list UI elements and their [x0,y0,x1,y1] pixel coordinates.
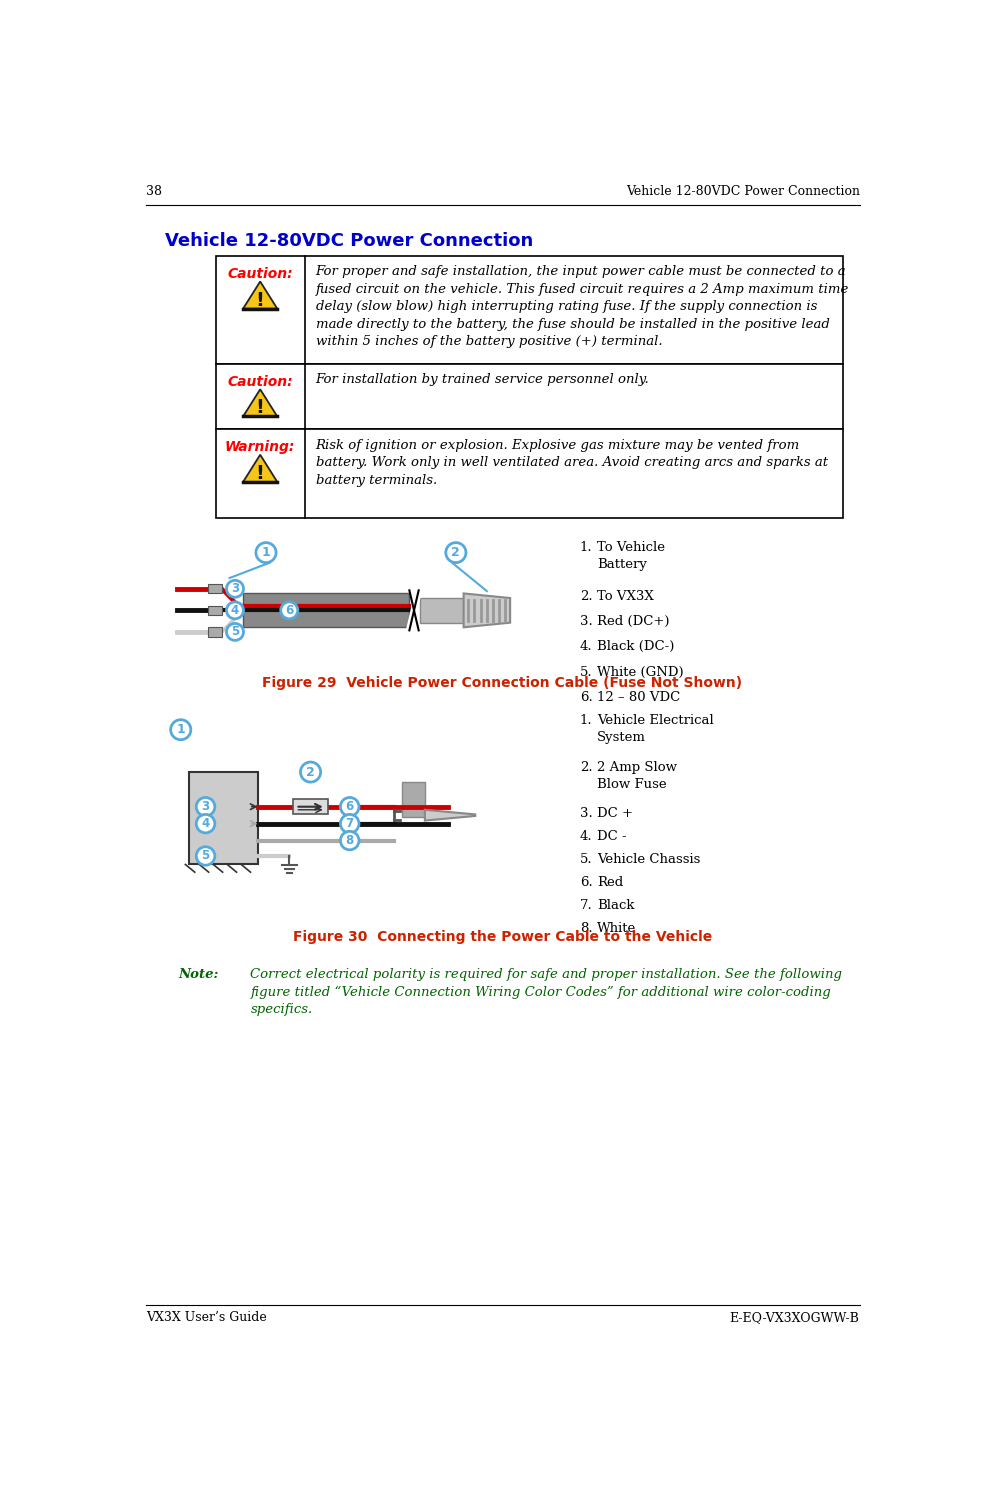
Circle shape [227,624,243,640]
Text: Correct electrical polarity is required for safe and proper installation. See th: Correct electrical polarity is required … [250,969,843,1015]
Text: White (GND): White (GND) [596,666,684,679]
Text: Vehicle 12-80VDC Power Connection: Vehicle 12-80VDC Power Connection [165,231,534,249]
Circle shape [227,581,243,597]
Text: 4: 4 [231,603,239,617]
Text: 1.: 1. [580,714,593,727]
Text: 1: 1 [262,546,271,558]
Text: 1: 1 [177,723,185,736]
Text: 3.: 3. [580,806,593,820]
Text: 4.: 4. [580,830,593,844]
Text: 6: 6 [285,603,293,617]
Text: For proper and safe installation, the input power cable must be connected to a
f: For proper and safe installation, the in… [316,266,849,348]
Text: 5: 5 [201,850,210,863]
Text: Risk of ignition or explosion. Explosive gas mixture may be vented from
battery.: Risk of ignition or explosion. Explosive… [316,439,828,487]
Text: 5: 5 [231,626,239,639]
Polygon shape [243,455,278,482]
Text: Vehicle Chassis: Vehicle Chassis [596,853,700,866]
Polygon shape [464,593,510,627]
Text: 2.: 2. [580,590,593,603]
Text: 3.: 3. [580,615,593,629]
Bar [208,584,222,593]
Bar [401,782,425,818]
Circle shape [256,542,276,563]
Text: 3: 3 [201,800,210,814]
Text: !: ! [256,291,265,309]
Text: Red: Red [596,876,623,888]
Text: 38: 38 [146,185,162,197]
Text: Note:: Note: [179,969,219,981]
Text: 7.: 7. [580,899,593,912]
Text: 4: 4 [201,817,210,830]
Text: 2.: 2. [580,760,593,773]
Text: 6.: 6. [580,691,593,705]
Text: DC -: DC - [596,830,627,844]
Bar [188,772,258,864]
Text: Figure 29  Vehicle Power Connection Cable (Fuse Not Shown): Figure 29 Vehicle Power Connection Cable… [262,676,743,690]
Bar [216,364,844,430]
Text: DC +: DC + [596,806,633,820]
Text: 2 Amp Slow
Blow Fuse: 2 Amp Slow Blow Fuse [596,760,677,790]
Bar [216,257,844,364]
Text: VX3X User’s Guide: VX3X User’s Guide [146,1311,267,1324]
Text: White: White [596,923,636,935]
Text: 12 – 80 VDC: 12 – 80 VDC [596,691,680,705]
Text: For installation by trained service personnel only.: For installation by trained service pers… [316,373,649,387]
Text: Warning:: Warning: [225,440,295,454]
Text: Vehicle 12-80VDC Power Connection: Vehicle 12-80VDC Power Connection [626,185,859,197]
Bar [216,430,844,518]
Text: To Vehicle
Battery: To Vehicle Battery [596,540,665,570]
Text: 2: 2 [306,766,315,778]
Circle shape [300,761,321,782]
Bar [242,593,409,627]
Text: 4.: 4. [580,640,593,654]
Circle shape [227,602,243,618]
Circle shape [196,814,215,833]
Text: 8: 8 [345,835,354,847]
Text: 7: 7 [345,817,354,830]
Text: To VX3X: To VX3X [596,590,653,603]
Circle shape [340,814,359,833]
Text: 3: 3 [231,582,239,596]
Polygon shape [243,282,278,309]
Text: 5.: 5. [580,853,593,866]
Bar [420,599,464,623]
Text: Vehicle Electrical
System: Vehicle Electrical System [596,714,713,745]
Text: 5.: 5. [580,666,593,679]
Text: 6.: 6. [580,876,593,888]
Text: Red (DC+): Red (DC+) [596,615,669,629]
Text: Caution:: Caution: [228,375,293,388]
Text: Black (DC-): Black (DC-) [596,640,674,654]
Bar [208,627,222,636]
Circle shape [340,797,359,817]
Circle shape [445,542,466,563]
Circle shape [196,847,215,866]
Text: Black: Black [596,899,635,912]
Text: 2: 2 [451,546,460,558]
Circle shape [196,797,215,817]
Text: !: ! [256,399,265,418]
Circle shape [171,720,191,739]
Text: 8.: 8. [580,923,593,935]
Text: 6: 6 [345,800,354,814]
Bar [293,799,328,814]
Circle shape [281,602,298,618]
Polygon shape [243,390,278,417]
Bar [208,606,222,615]
Text: E-EQ-VX3XOGWW-B: E-EQ-VX3XOGWW-B [730,1311,859,1324]
Polygon shape [425,809,475,821]
Text: 1.: 1. [580,540,593,554]
Text: Figure 30  Connecting the Power Cable to the Vehicle: Figure 30 Connecting the Power Cable to … [292,930,712,944]
Text: Caution:: Caution: [228,267,293,281]
Text: !: ! [256,464,265,482]
Circle shape [340,832,359,850]
